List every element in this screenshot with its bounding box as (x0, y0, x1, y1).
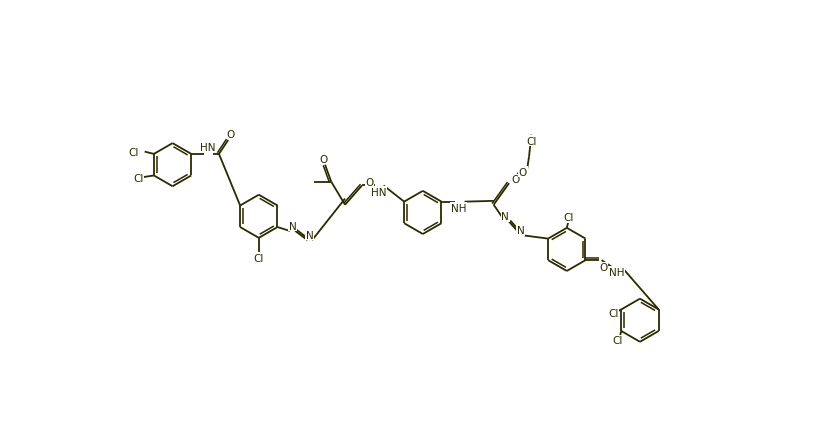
Text: Cl: Cl (133, 173, 144, 183)
Text: Cl: Cl (254, 253, 264, 263)
Text: O: O (511, 175, 520, 185)
Text: Cl: Cl (608, 309, 619, 319)
Text: N: N (289, 221, 297, 231)
Text: O: O (226, 129, 234, 140)
Text: O: O (599, 262, 607, 273)
Text: O: O (320, 154, 328, 164)
Text: N: N (501, 212, 509, 222)
Text: HN: HN (201, 143, 216, 153)
Text: N: N (306, 230, 314, 240)
Text: O: O (366, 177, 374, 187)
Text: NH: NH (450, 203, 466, 213)
Text: N: N (517, 226, 524, 236)
Text: Cl: Cl (563, 212, 574, 222)
Text: HN: HN (372, 187, 386, 197)
Text: Cl: Cl (129, 147, 139, 157)
Text: Cl: Cl (526, 136, 537, 147)
Text: Cl: Cl (612, 335, 622, 345)
Text: O: O (519, 167, 527, 177)
Text: NH: NH (609, 267, 625, 277)
